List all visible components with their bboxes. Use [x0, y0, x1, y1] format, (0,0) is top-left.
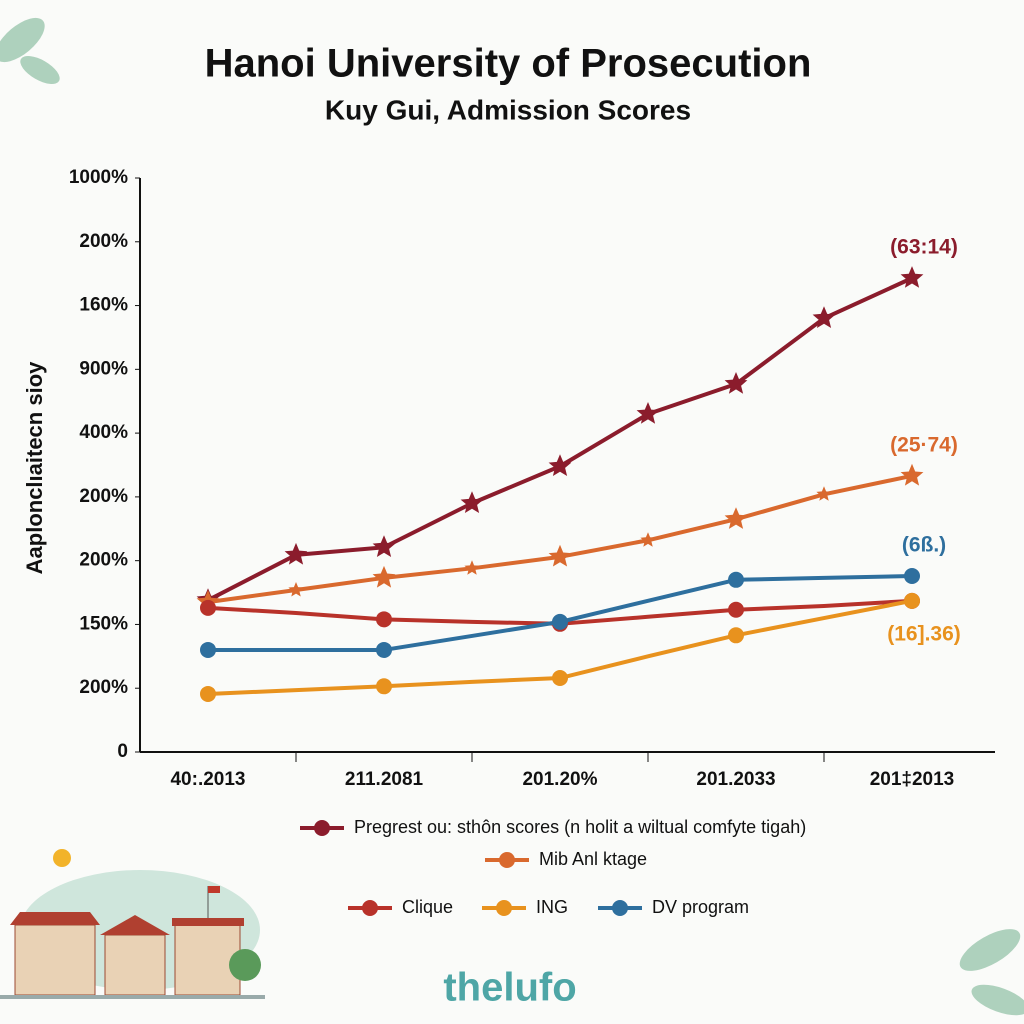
- y-tick-label: 1000%: [69, 167, 128, 188]
- leaf-decoration: [0, 17, 1024, 1016]
- point-marker: [904, 592, 920, 609]
- campus-illustration: [0, 849, 265, 999]
- legend-label: Pregrest ou: sthôn scores (n holit a wil…: [354, 817, 806, 837]
- point-marker: [812, 306, 836, 328]
- point-marker: [900, 463, 924, 486]
- point-marker: [288, 582, 304, 597]
- y-tick-label: 400%: [79, 422, 128, 443]
- point-marker: [376, 641, 392, 658]
- point-marker: [816, 486, 832, 501]
- point-marker: [460, 491, 484, 513]
- x-tick-label: 201.2033: [696, 769, 775, 790]
- point-marker: [200, 599, 216, 616]
- x-tick-label: 201‡2013: [870, 769, 955, 790]
- x-tick-label: 201.20%: [522, 769, 597, 790]
- point-marker: [728, 601, 744, 618]
- point-marker: [284, 542, 308, 565]
- point-marker: [376, 678, 392, 695]
- annotation: (63:14): [890, 236, 958, 259]
- chart-title: Hanoi University of Prosecution: [205, 42, 812, 86]
- y-tick-label: 900%: [79, 358, 128, 379]
- footer-logo: thelufo: [443, 966, 576, 1010]
- annotation: (16].36): [887, 622, 961, 645]
- x-tick-label: 40:.2013: [170, 769, 245, 790]
- y-tick-label: 160%: [79, 295, 128, 316]
- point-marker: [552, 670, 568, 687]
- point-marker: [728, 571, 744, 588]
- y-tick-label: 200%: [79, 550, 128, 571]
- legend-label: ING: [536, 897, 568, 917]
- legend-label: DV program: [652, 897, 749, 917]
- legend-marker: [499, 852, 515, 868]
- point-marker: [548, 544, 572, 567]
- y-axis-label: Aaplonclıaitecn sioy: [22, 361, 47, 574]
- legend-marker: [314, 820, 330, 836]
- point-marker: [200, 641, 216, 658]
- legend-marker: [496, 900, 512, 916]
- point-marker: [724, 372, 748, 394]
- y-tick-label: 200%: [79, 677, 128, 698]
- point-marker: [636, 402, 660, 424]
- annotation: (6ß.): [902, 534, 946, 557]
- legend-label: Clique: [402, 897, 453, 917]
- point-marker: [724, 507, 748, 529]
- y-tick-label: 0: [117, 741, 128, 762]
- point-marker: [640, 532, 656, 547]
- y-tick-label: 200%: [79, 231, 128, 252]
- point-marker: [464, 560, 480, 575]
- legend-label: Mib Anl ktage: [539, 849, 647, 869]
- legend-marker: [612, 900, 628, 916]
- y-tick-label: 200%: [79, 486, 128, 507]
- chart-subtitle: Kuy Gui, Admission Scores: [325, 94, 691, 125]
- point-marker: [728, 627, 744, 644]
- point-marker: [372, 565, 396, 588]
- point-marker: [900, 266, 924, 288]
- legend-marker: [362, 900, 378, 916]
- point-marker: [904, 567, 920, 584]
- point-marker: [548, 454, 572, 476]
- point-marker: [372, 535, 396, 557]
- point-marker: [200, 685, 216, 702]
- point-marker: [552, 613, 568, 630]
- x-tick-label: 211.2081: [345, 769, 424, 790]
- annotation: (25·74): [890, 433, 958, 456]
- point-marker: [376, 611, 392, 628]
- y-tick-label: 150%: [79, 613, 128, 634]
